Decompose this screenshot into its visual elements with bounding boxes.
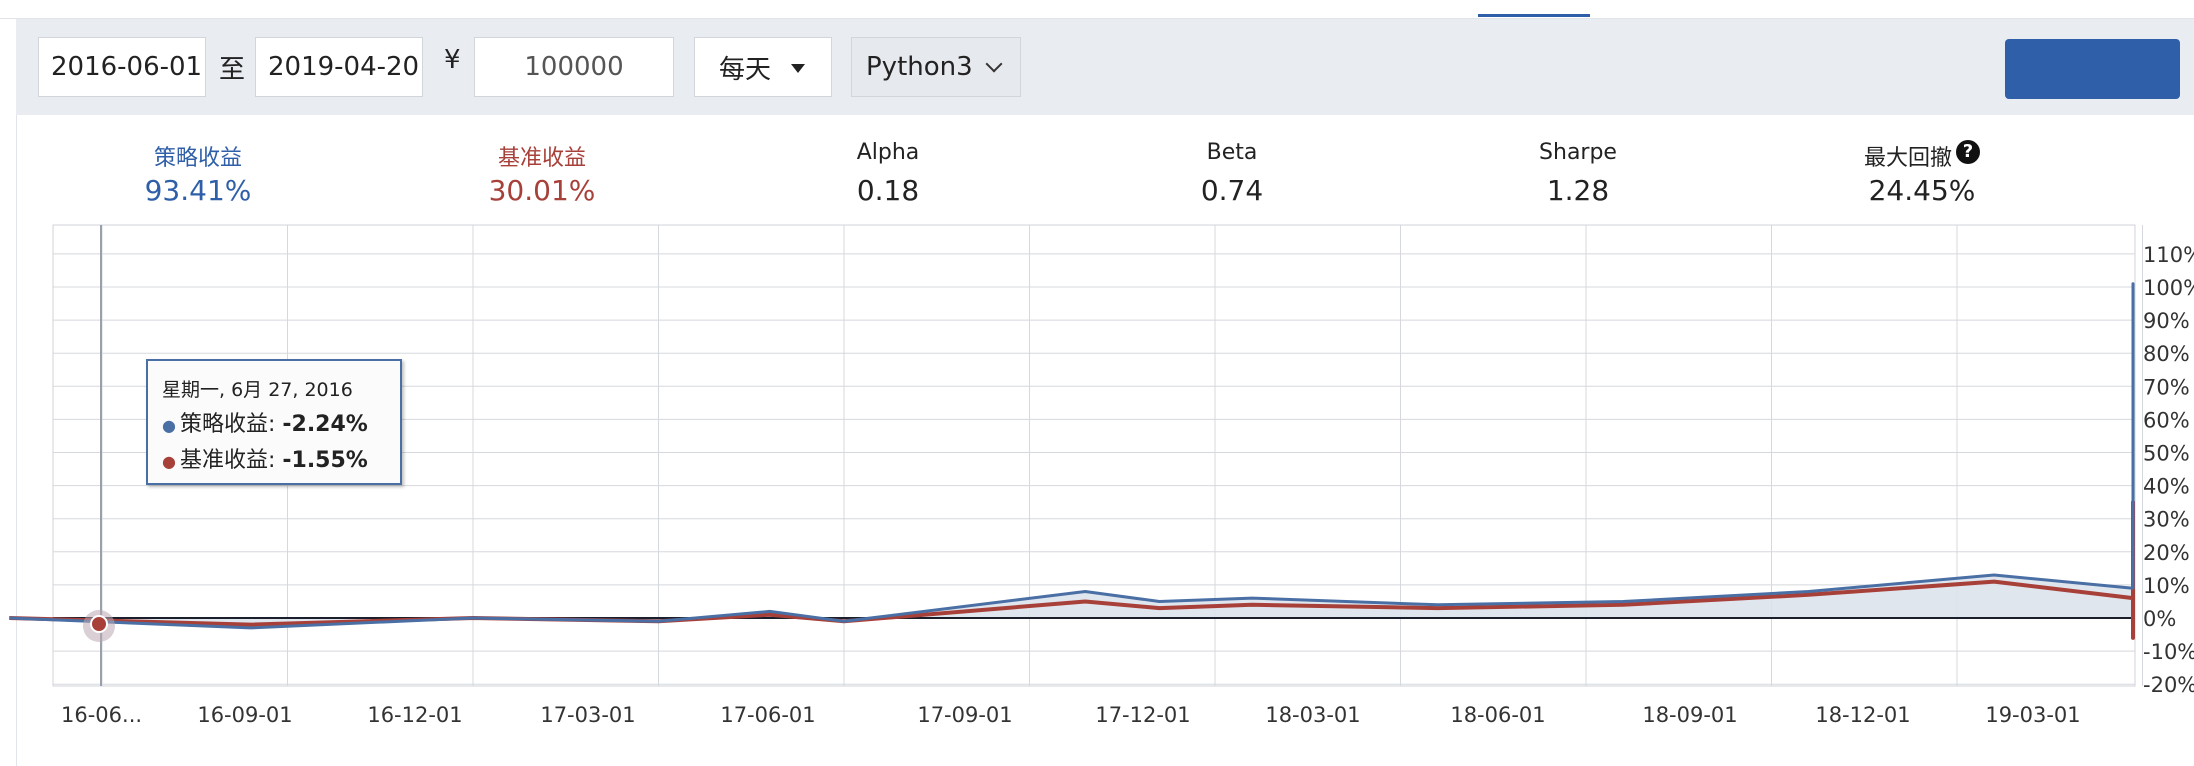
y-tick-label: 100%: [2143, 276, 2194, 300]
strategy-return-line: [9, 282, 2135, 630]
strategy-return-label: 策略收益: [153, 146, 242, 171]
end-date-input[interactable]: 2019-04-20: [255, 37, 423, 97]
capital-input[interactable]: 100000: [474, 37, 674, 97]
y-tick-label: 10%: [2143, 574, 2190, 598]
sharpe-label: Sharpe: [1539, 140, 1617, 165]
stat-sharpe: Sharpe 1.28: [1428, 140, 1728, 207]
x-tick-label: 18-09-01: [1642, 703, 1737, 727]
beta-value: 0.74: [1200, 174, 1264, 207]
y-tick-label: 40%: [2143, 475, 2190, 499]
active-tab-indicator: [1478, 14, 1590, 17]
tooltip-benchmark-value: -1.55%: [282, 448, 368, 473]
x-tick-label: 17-12-01: [1095, 703, 1190, 727]
caret-down-icon: [791, 64, 805, 73]
y-tick-label: 20%: [2143, 541, 2190, 565]
stat-max-drawdown: 最大回撤? 24.45%: [1772, 140, 2072, 207]
tooltip-date: 星期一, 6月 27, 2016: [162, 379, 353, 401]
to-label: 至: [219, 55, 246, 85]
y-tick-label: 30%: [2143, 508, 2190, 532]
stats-row: 策略收益 93.41% 基准收益 30.01% Alpha 0.18 Beta …: [0, 130, 2194, 210]
y-tick-label: 80%: [2143, 342, 2190, 366]
strategy-return-value: 93.41%: [144, 174, 252, 207]
y-tick-label: 90%: [2143, 309, 2190, 333]
x-tick-label: 17-06-01: [720, 703, 815, 727]
panel-left-border: [16, 115, 17, 766]
tooltip-strategy-row: ● 策略收益: -2.24%: [162, 406, 400, 438]
backtest-toolbar: 2016-06-01 至 2019-04-20 ¥ 100000 每天 Pyth…: [16, 19, 2194, 115]
stat-beta: Beta 0.74: [1082, 140, 1382, 207]
max-drawdown-label: 最大回撤?: [1772, 140, 2072, 171]
y-tick-label: -20%: [2143, 673, 2194, 697]
x-tick-label: 18-03-01: [1265, 703, 1360, 727]
y-tick-label: 60%: [2143, 408, 2190, 432]
max-drawdown-value: 24.45%: [1868, 174, 1976, 207]
benchmark-return-label: 基准收益: [497, 146, 586, 171]
x-tick-label: 16-06...: [61, 703, 142, 727]
start-date-input[interactable]: 2016-06-01: [38, 37, 206, 97]
x-tick-label: 18-12-01: [1815, 703, 1910, 727]
beta-label: Beta: [1206, 140, 1258, 165]
tooltip-strategy-value: -2.24%: [282, 412, 368, 437]
chart-tooltip: 星期一, 6月 27, 2016 ● 策略收益: -2.24% ● 基准收益: -1…: [146, 359, 402, 485]
x-tick-label: 18-06-01: [1450, 703, 1545, 727]
x-tick-label: 17-09-01: [917, 703, 1012, 727]
x-tick-label: 16-12-01: [367, 703, 462, 727]
frequency-select[interactable]: 每天: [694, 37, 832, 97]
series-dot-icon: ●: [162, 416, 176, 435]
stat-benchmark-return: 基准收益 30.01%: [392, 140, 692, 207]
strategy-area-fill: [9, 283, 2133, 628]
sharpe-value: 1.28: [1546, 174, 1610, 207]
y-tick-label: 50%: [2143, 442, 2190, 466]
question-circle-icon[interactable]: ?: [1956, 140, 1980, 164]
y-tick-label: 0%: [2143, 607, 2176, 631]
benchmark-return-value: 30.01%: [488, 174, 596, 207]
alpha-value: 0.18: [856, 174, 920, 207]
x-tick-label: 16-09-01: [197, 703, 292, 727]
hover-marker-point: [90, 615, 108, 633]
frequency-value: 每天: [719, 54, 772, 85]
stat-strategy-return: 策略收益 93.41%: [48, 140, 348, 207]
tooltip-benchmark-row: ● 基准收益: -1.55%: [162, 442, 400, 474]
run-backtest-button[interactable]: [2005, 39, 2180, 99]
series-dot-icon: ●: [162, 452, 176, 471]
y-tick-label: 110%: [2143, 243, 2194, 267]
x-tick-label: 17-03-01: [540, 703, 635, 727]
currency-symbol: ¥: [444, 45, 461, 75]
stat-alpha: Alpha 0.18: [738, 140, 1038, 207]
max-drawdown-text: 最大回撤: [1863, 146, 1952, 171]
x-tick-label: 19-03-01: [1985, 703, 2080, 727]
language-value: Python3: [866, 52, 973, 82]
alpha-label: Alpha: [856, 140, 920, 165]
tooltip-strategy-label: 策略收益:: [179, 412, 276, 437]
y-tick-label: 70%: [2143, 375, 2190, 399]
top-bar: [0, 0, 2194, 19]
y-tick-label: -10%: [2143, 640, 2194, 664]
language-select[interactable]: Python3: [851, 37, 1021, 97]
tooltip-benchmark-label: 基准收益:: [179, 448, 276, 473]
